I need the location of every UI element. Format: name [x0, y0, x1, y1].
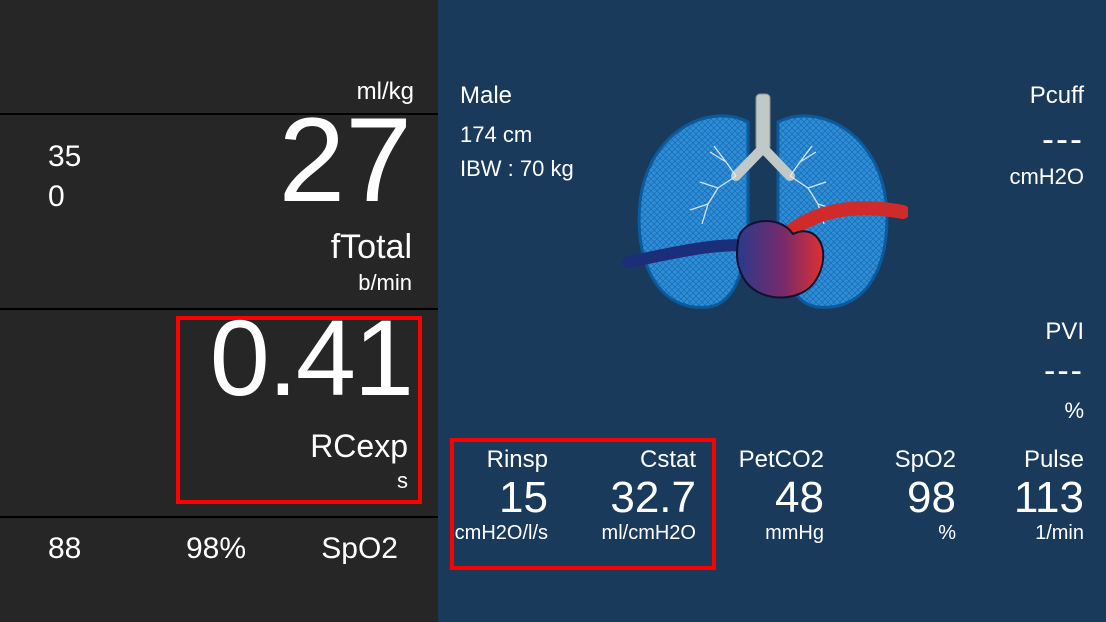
spo2-value: 98	[846, 474, 956, 522]
cstat-value: 32.7	[566, 474, 696, 522]
rinsp-unit: cmH2O/l/s	[448, 522, 548, 545]
pulse-label: Pulse	[974, 446, 1084, 474]
cstat-label: Cstat	[566, 446, 696, 474]
pcuff-unit: cmH2O	[1009, 164, 1084, 190]
patient-height: 174 cm	[460, 122, 532, 148]
rcexp-unit: s	[397, 468, 408, 494]
petco2-unit: mmHg	[714, 522, 824, 545]
metric-petco2: PetCO2 48 mmHg	[714, 446, 824, 545]
pvi-value: ---	[1044, 352, 1084, 391]
divider	[0, 516, 438, 518]
right-panel: Male 174 cm IBW : 70 kg Pcuff --- cmH2O …	[438, 0, 1106, 622]
ftotal-value: 27	[279, 100, 412, 220]
patient-ibw: IBW : 70 kg	[460, 156, 574, 182]
metric-rinsp: Rinsp 15 cmH2O/l/s	[448, 446, 548, 545]
rinsp-label: Rinsp	[448, 446, 548, 474]
spo2-label: SpO2	[846, 446, 956, 474]
pvi-unit: %	[1064, 398, 1084, 424]
ftotal-unit: b/min	[358, 270, 412, 296]
left-panel: ml/kg 35 0 27 fTotal b/min 0.41 RCexp s …	[0, 0, 438, 622]
pcuff-label: Pcuff	[1030, 82, 1084, 110]
cstat-unit: ml/cmH2O	[566, 522, 696, 545]
spo2-unit: %	[846, 522, 956, 545]
spo2-value: 98%	[186, 532, 246, 566]
rinsp-value: 15	[448, 474, 548, 522]
rcexp-value: 0.41	[210, 304, 412, 412]
metric-pulse: Pulse 113 1/min	[974, 446, 1084, 545]
petco2-label: PetCO2	[714, 446, 824, 474]
petco2-value: 48	[714, 474, 824, 522]
pvi-label: PVI	[1045, 318, 1084, 346]
metric-cstat: Cstat 32.7 ml/cmH2O	[566, 446, 696, 545]
pulse-unit: 1/min	[974, 522, 1084, 545]
patient-sex: Male	[460, 82, 512, 110]
rcexp-label: RCexp	[310, 428, 408, 465]
spo2-label: SpO2	[321, 532, 398, 566]
ftotal-label: fTotal	[331, 228, 412, 267]
pulse-value: 113	[974, 474, 1084, 522]
metric-spo2: SpO2 98 %	[846, 446, 956, 545]
spo2-low: 88	[48, 532, 81, 566]
pcuff-value: ---	[1042, 118, 1084, 160]
range-low: 0	[48, 180, 65, 214]
heart-lung-icon	[618, 92, 908, 342]
range-high: 35	[48, 140, 81, 174]
